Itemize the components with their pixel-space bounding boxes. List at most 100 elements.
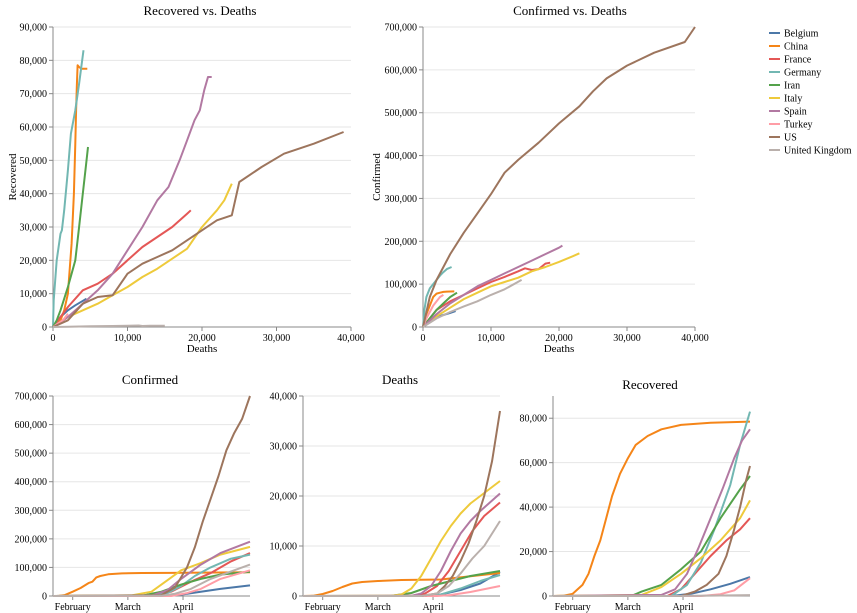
x-tick-label: 20,000 <box>188 333 216 344</box>
y-tick-label: 0 <box>412 323 417 334</box>
series-line-united-kingdom <box>553 594 751 597</box>
series-line-us <box>52 131 344 328</box>
legend-item: Germany <box>769 68 821 79</box>
x-tick-label: March <box>365 602 391 613</box>
y-tick-label: 10,000 <box>20 289 48 300</box>
series-line-italy <box>422 252 580 328</box>
chart-title: Recovered vs. Deaths <box>144 3 257 18</box>
legend-label: France <box>784 55 812 66</box>
legend-label: Germany <box>784 68 821 79</box>
x-tick-label: 30,000 <box>263 333 291 344</box>
legend-item: China <box>769 42 808 53</box>
x-tick-label: 10,000 <box>114 333 142 344</box>
y-tick-label: 70,000 <box>20 89 48 100</box>
legend-label: Belgium <box>784 29 819 40</box>
x-tick-label: February <box>55 602 91 613</box>
legend-label: Iran <box>784 81 800 92</box>
x-tick-label: April <box>172 602 193 613</box>
confirmed-over-time-chart: 0 100,000 200,000 300,000 400,000 500,000 600,… <box>15 372 251 613</box>
recovered-vs-deaths-chart: 0 10,000 20,000 30,000 40,000 50,000 60,000 70,… <box>7 3 365 355</box>
series-line-us <box>422 26 696 328</box>
legend-item: France <box>769 55 812 66</box>
confirmed-vs-deaths-chart: 0 100,000 200,000 300,000 400,000 500,000 600,… <box>371 3 709 355</box>
series-line-turkey <box>422 294 444 328</box>
chart-title: Recovered <box>622 377 678 392</box>
legend-label: Turkey <box>784 120 813 131</box>
y-axis-label: Recovered <box>7 153 19 201</box>
series-line-united-kingdom <box>303 520 501 597</box>
legend-label: US <box>784 133 797 144</box>
series-line-china <box>302 572 501 597</box>
y-tick-label: 600,000 <box>15 420 48 431</box>
y-axis-label: Confirmed <box>371 153 383 201</box>
y-tick-label: 700,000 <box>385 23 418 34</box>
y-tick-label: 30,000 <box>270 442 298 453</box>
series-line-germany <box>553 411 751 597</box>
legend-item: Italy <box>769 94 802 105</box>
y-tick-label: 500,000 <box>385 108 418 119</box>
y-tick-label: 100,000 <box>385 280 418 291</box>
y-tick-label: 50,000 <box>20 156 48 167</box>
chart-title: Deaths <box>382 372 418 387</box>
x-tick-label: 40,000 <box>681 333 709 344</box>
chart-title: Confirmed <box>122 372 179 387</box>
legend: Belgium China France Germany Iran Italy Spain T… <box>769 29 852 157</box>
series-line-us <box>52 395 251 597</box>
y-tick-label: 10,000 <box>270 542 298 553</box>
y-tick-label: 200,000 <box>15 534 48 545</box>
series-line-spain <box>302 492 501 597</box>
y-tick-label: 700,000 <box>15 392 48 403</box>
legend-item: Turkey <box>769 120 813 131</box>
y-tick-label: 80,000 <box>20 56 48 67</box>
series-line-italy <box>52 183 233 328</box>
x-tick-label: 40,000 <box>337 333 365 344</box>
legend-item: US <box>769 133 797 144</box>
x-tick-label: 0 <box>421 333 426 344</box>
series-line-china <box>552 420 751 597</box>
recovered-over-time-chart: 0 20,000 40,000 60,000 80,000 February March Ap… <box>520 377 751 613</box>
legend-item: United Kingdom <box>769 146 852 157</box>
y-tick-label: 20,000 <box>20 256 48 267</box>
series-line-united-kingdom <box>52 324 165 328</box>
series-line-belgium <box>553 576 751 597</box>
series-line-united-kingdom <box>52 563 251 597</box>
y-tick-label: 600,000 <box>385 65 418 76</box>
x-tick-label: March <box>615 602 641 613</box>
y-tick-label: 80,000 <box>520 414 548 425</box>
x-axis-label: Deaths <box>544 343 575 355</box>
series-line-china <box>52 571 251 597</box>
y-tick-label: 90,000 <box>20 23 48 34</box>
x-tick-label: February <box>305 602 341 613</box>
legend-item: Belgium <box>769 29 819 40</box>
series-line-france <box>302 501 501 597</box>
series-line-spain <box>52 76 212 328</box>
y-tick-label: 300,000 <box>15 506 48 517</box>
series-line-china <box>52 64 88 328</box>
series-line-united-kingdom <box>422 279 523 328</box>
y-tick-label: 30,000 <box>20 223 48 234</box>
y-tick-label: 60,000 <box>20 123 48 134</box>
series-line-italy <box>302 480 501 597</box>
y-tick-label: 40,000 <box>520 503 548 514</box>
y-tick-label: 400,000 <box>15 477 48 488</box>
series-line-iran <box>422 291 458 328</box>
series-line-iran <box>52 146 89 328</box>
y-tick-label: 100,000 <box>15 563 48 574</box>
y-tick-label: 400,000 <box>385 151 418 162</box>
x-tick-label: April <box>422 602 443 613</box>
legend-label: Spain <box>784 107 807 118</box>
series-line-spain <box>552 428 751 597</box>
y-tick-label: 500,000 <box>15 449 48 460</box>
x-tick-label: February <box>555 602 591 613</box>
series-line-germany <box>52 50 85 328</box>
series-line-france <box>52 209 192 328</box>
series-line-france <box>553 517 751 597</box>
x-tick-label: March <box>115 602 141 613</box>
y-tick-label: 40,000 <box>20 189 48 200</box>
y-tick-label: 0 <box>42 323 47 334</box>
legend-label: China <box>784 42 808 53</box>
legend-item: Spain <box>769 107 807 118</box>
x-tick-label: 0 <box>51 333 56 344</box>
x-axis-label: Deaths <box>187 343 218 355</box>
x-tick-label: April <box>672 602 693 613</box>
